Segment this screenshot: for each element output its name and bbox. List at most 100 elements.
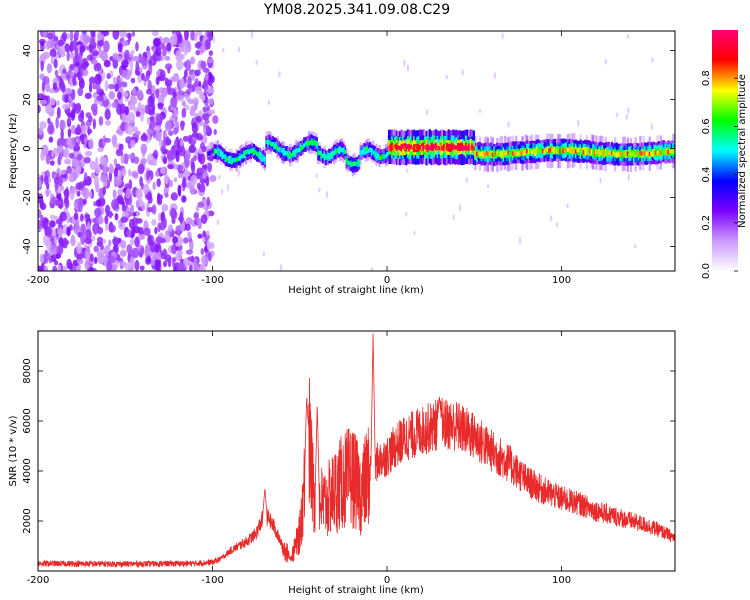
snr-x-tick-label: -100 <box>201 575 224 586</box>
heatmap-cell <box>125 187 131 199</box>
heatmap-cell <box>658 150 661 156</box>
heatmap-cell <box>444 145 447 151</box>
heatmap-cell <box>39 41 45 47</box>
heatmap-cell <box>49 235 55 242</box>
heatmap-cell <box>57 226 64 236</box>
heatmap-cell <box>194 69 201 77</box>
spectrogram-y-tick-label: 40 <box>22 44 33 57</box>
heatmap-cell <box>119 249 127 257</box>
heatmap-cell <box>207 162 212 173</box>
heatmap-cell <box>103 137 111 143</box>
heatmap-cell <box>211 148 215 153</box>
heatmap-cell <box>66 165 72 174</box>
heatmap-cell <box>592 149 595 155</box>
heatmap-cell <box>237 46 241 53</box>
heatmap-cell <box>425 109 429 116</box>
heatmap-cell <box>112 76 117 84</box>
heatmap-cell <box>60 169 66 175</box>
heatmap-cell <box>46 226 53 238</box>
heatmap-cell <box>171 243 177 255</box>
spectrogram-x-label: Height of straight line (km) <box>288 285 424 296</box>
heatmap-cell <box>361 150 364 155</box>
heatmap-cell <box>90 59 98 65</box>
heatmap-cell <box>301 145 304 150</box>
heatmap-cell <box>665 150 669 155</box>
heatmap-cell <box>216 150 219 155</box>
heatmap-cell <box>555 149 559 154</box>
heatmap-cell <box>164 173 169 185</box>
heatmap-cell <box>389 145 392 151</box>
heatmap-cell <box>90 31 96 38</box>
heatmap-cell <box>177 185 182 197</box>
heatmap-cell <box>526 148 529 154</box>
heatmap-cell <box>164 236 172 242</box>
heatmap-cell <box>182 176 187 189</box>
heatmap-cell <box>88 82 93 93</box>
heatmap-cell <box>121 81 128 88</box>
heatmap-cell <box>74 46 79 59</box>
heatmap-cell <box>490 151 493 156</box>
heatmap-cell <box>475 151 479 157</box>
heatmap-cell <box>121 168 127 177</box>
heatmap-cell <box>185 249 194 255</box>
heatmap-cell <box>140 157 148 165</box>
heatmap-cell <box>416 144 419 149</box>
heatmap-cell <box>626 151 629 156</box>
heatmap-cell <box>73 212 79 221</box>
heatmap-cell <box>573 148 576 153</box>
heatmap-cell <box>97 252 103 264</box>
heatmap-cell <box>83 136 88 145</box>
heatmap-cell <box>139 104 146 116</box>
heatmap-cell <box>354 161 358 167</box>
heatmap-cell <box>88 77 97 84</box>
heatmap-cell <box>188 144 196 154</box>
heatmap-cell <box>172 91 177 98</box>
heatmap-cell <box>130 231 135 239</box>
heatmap-cell <box>629 152 632 157</box>
heatmap-cell <box>460 145 463 151</box>
heatmap-cell <box>98 116 104 126</box>
heatmap-cell <box>170 192 178 201</box>
heatmap-cell <box>156 259 161 271</box>
heatmap-cell <box>85 250 90 263</box>
heatmap-cell <box>417 145 420 151</box>
heatmap-cell <box>627 173 630 182</box>
heatmap-cell <box>151 204 157 215</box>
heatmap-cell <box>161 87 168 98</box>
heatmap-cell <box>134 259 140 271</box>
heatmap-cell <box>56 106 61 119</box>
heatmap-cell <box>328 154 331 159</box>
heatmap-cell <box>555 222 559 228</box>
heatmap-cell <box>160 238 166 244</box>
heatmap-cell <box>414 145 417 150</box>
heatmap-cell <box>670 149 673 154</box>
heatmap-cell <box>120 240 127 249</box>
heatmap-cell <box>435 144 438 150</box>
heatmap-cell <box>336 148 339 153</box>
heatmap-cell <box>365 146 369 152</box>
heatmap-cell <box>69 31 74 43</box>
heatmap-cell <box>164 120 173 132</box>
heatmap-cell <box>465 177 468 184</box>
snr-y-tick-label: 6000 <box>22 408 33 433</box>
heatmap-cell <box>212 36 216 44</box>
heatmap-cell <box>109 164 115 175</box>
heatmap-cell <box>40 214 44 223</box>
heatmap-cell <box>168 130 174 136</box>
heatmap-cell <box>67 128 72 138</box>
heatmap-cell <box>176 92 181 100</box>
heatmap-cell <box>219 151 223 156</box>
heatmap-cell <box>100 174 108 183</box>
heatmap-cell <box>215 149 218 154</box>
heatmap-cell <box>146 116 151 125</box>
heatmap-cell <box>494 150 497 156</box>
heatmap-cell <box>187 98 194 105</box>
heatmap-cell <box>38 127 44 136</box>
heatmap-cell <box>615 152 618 157</box>
heatmap-cell <box>53 58 58 69</box>
heatmap-cell <box>178 145 186 157</box>
heatmap-cell <box>634 151 637 156</box>
heatmap-cell <box>119 31 127 39</box>
heatmap-cell <box>80 124 87 135</box>
heatmap-cell <box>171 33 178 46</box>
